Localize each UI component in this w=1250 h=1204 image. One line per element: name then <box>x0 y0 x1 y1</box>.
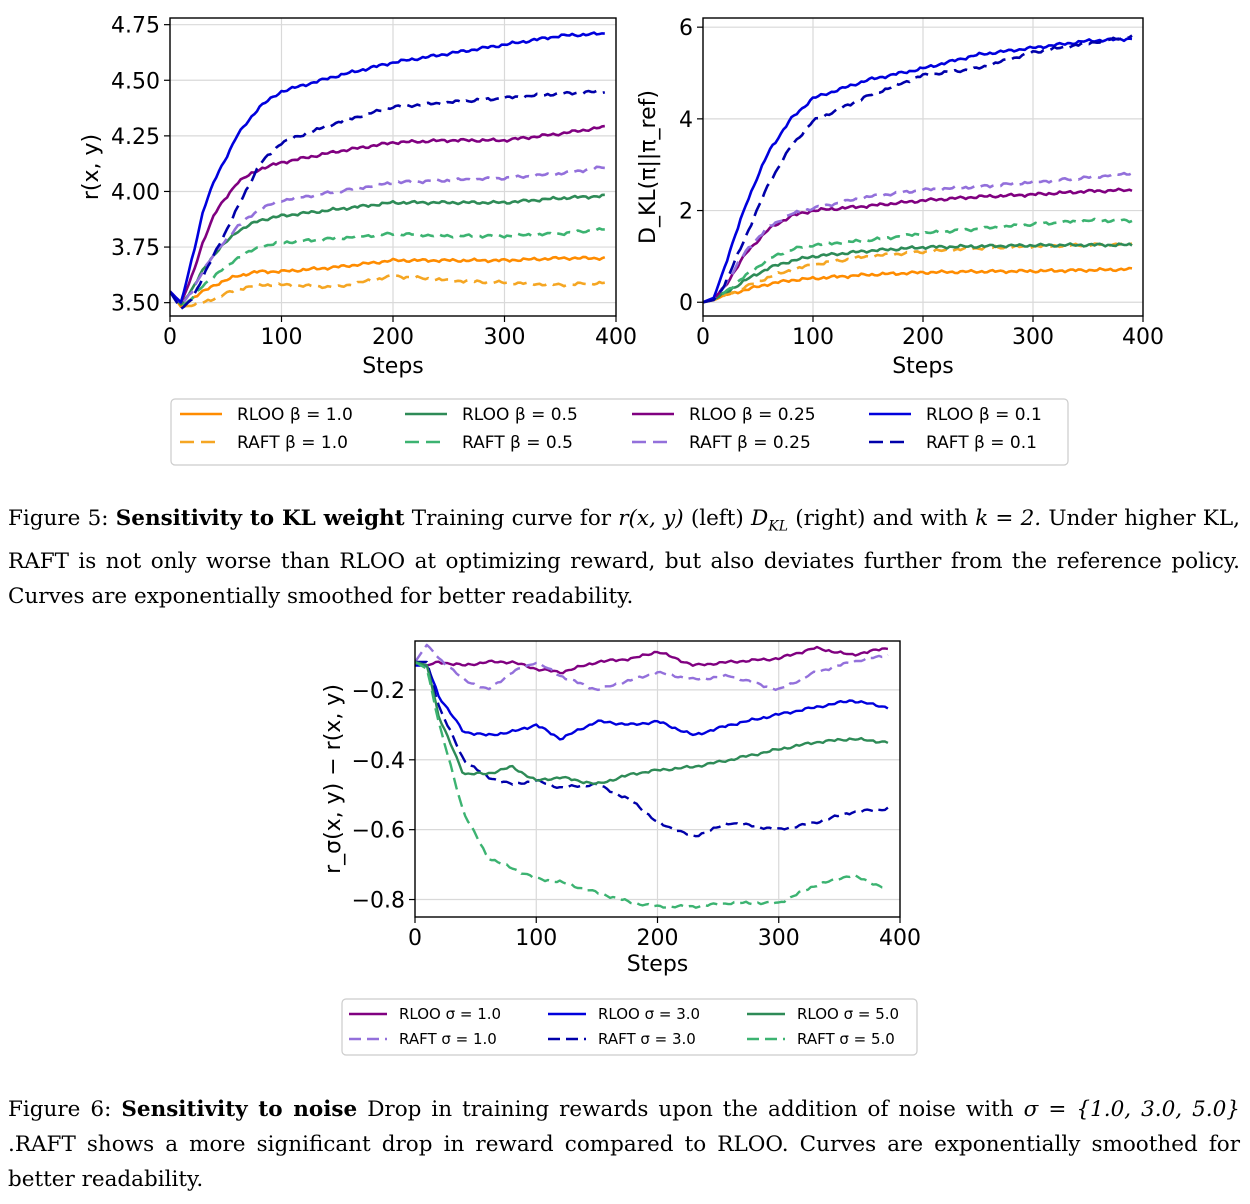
fig6-legend: RLOO σ = 1.0 RAFT σ = 1.0 RLOO σ = 3.0 RAFT… <box>341 998 918 1056</box>
series-line-raft-1.0 <box>703 241 1133 304</box>
y-tick-label: 4.25 <box>111 125 160 150</box>
legend-frame <box>170 398 1069 466</box>
figure5-caption: Figure 5: Sensitivity to KL weight Train… <box>8 501 1240 614</box>
fig5-caption-label: Figure 5: <box>8 506 109 531</box>
fig5-legend: RLOO β = 1.0 RAFT β = 1.0 RLOO β = 0.5 RAFT… <box>170 398 1069 466</box>
y-tick-label: −0.2 <box>352 679 405 704</box>
x-tick-label: 0 <box>408 926 422 951</box>
series-line-raft-1.0 <box>170 274 605 309</box>
fig5-caption-title: Sensitivity to KL weight <box>115 506 405 531</box>
fig5-caption-math-r: r(x, y) <box>618 506 684 531</box>
x-tick-label: 300 <box>484 325 526 350</box>
y-tick-label: 4.50 <box>111 69 160 94</box>
y-tick-label: 3.50 <box>111 292 160 317</box>
series-line-raft-0.1 <box>703 34 1133 304</box>
x-tick-label: 100 <box>515 926 557 951</box>
fig6-caption-text-2: .RAFT shows a more significant drop in r… <box>8 1132 1240 1192</box>
legend-label: RAFT β = 0.25 <box>689 433 811 453</box>
x-tick-label: 0 <box>696 325 710 350</box>
legend-label: RLOO β = 1.0 <box>237 405 353 425</box>
x-tick-label: 100 <box>261 325 303 350</box>
x-tick-label: 100 <box>792 325 834 350</box>
series-line-rloo-0.5 <box>703 242 1133 304</box>
legend-label: RLOO σ = 3.0 <box>598 1005 700 1023</box>
y-tick-label: 0 <box>679 291 693 316</box>
series-line-raft-0.25 <box>703 171 1133 304</box>
x-tick-label: 200 <box>637 926 679 951</box>
series-line-raft-3.0 <box>415 660 889 838</box>
fig6-caption-math-sigma: σ = {1.0, 3.0, 5.0} <box>1023 1097 1240 1122</box>
series-line-rloo-3.0 <box>415 664 889 741</box>
x-axis-label: Steps <box>627 952 689 977</box>
fig5-caption-math-k: k = 2. <box>975 506 1042 531</box>
fig5-caption-text-1: Training curve for <box>411 506 612 531</box>
y-tick-label: −0.8 <box>352 889 405 914</box>
x-tick-label: 200 <box>372 325 414 350</box>
y-axis-label: r_σ(x, y) − r(x, y) <box>321 684 346 874</box>
series-group <box>703 34 1133 304</box>
series-line-rloo-1.0 <box>703 266 1133 304</box>
series-line-raft-5.0 <box>415 660 888 909</box>
x-tick-label: 300 <box>1012 325 1054 350</box>
legend-label: RAFT σ = 5.0 <box>797 1030 895 1048</box>
y-tick-label: 2 <box>679 200 693 225</box>
series-line-rloo-0.5 <box>170 193 605 306</box>
legend-label: RLOO β = 0.1 <box>926 405 1042 425</box>
series-line-raft-0.5 <box>170 227 605 309</box>
x-tick-label: 400 <box>879 926 921 951</box>
series-line-rloo-0.25 <box>170 124 605 304</box>
legend-label: RAFT σ = 3.0 <box>598 1030 696 1048</box>
series-line-rloo-0.25 <box>703 187 1133 304</box>
fig6-caption-title: Sensitivity to noise <box>121 1097 358 1122</box>
x-tick-label: 200 <box>902 325 944 350</box>
legend-label: RLOO β = 0.25 <box>689 405 816 425</box>
y-tick-label: 4 <box>679 108 693 133</box>
legend-label: RAFT β = 0.5 <box>462 433 573 453</box>
series-line-rloo-5.0 <box>415 660 889 786</box>
x-tick-label: 0 <box>163 325 177 350</box>
legend-label: RAFT σ = 1.0 <box>399 1030 497 1048</box>
series-group <box>170 31 606 311</box>
fig6-caption-text-1: Drop in training rewards upon the additi… <box>367 1097 1014 1122</box>
series-line-raft-1.0 <box>415 643 889 692</box>
series-group <box>415 643 889 909</box>
fig5-right-plot: 0 100 200 300 400 0 2 4 6 Steps D_KL(π||π_ref) <box>636 16 1164 379</box>
series-line-rloo-1.0 <box>170 255 606 309</box>
fig6-caption-label: Figure 6: <box>8 1097 112 1122</box>
y-tick-label: −0.6 <box>352 819 405 844</box>
fig5-caption-text-4: Under higher KL, RAFT is not only worse … <box>8 506 1240 610</box>
y-tick-label: 3.75 <box>111 236 160 261</box>
y-tick-label: 4.75 <box>111 14 160 39</box>
series-line-rloo-1.0 <box>415 645 889 675</box>
fig6-plot: 0 100 200 300 400 −0.8 −0.6 −0.4 −0.2 Steps r_σ(x,… <box>321 640 921 977</box>
series-line-raft-0.25 <box>170 165 605 306</box>
fig5-caption-text-2: (left) <box>690 506 744 531</box>
series-line-rloo-0.1 <box>170 31 605 304</box>
fig5-caption-math-dkl: DKL <box>751 506 789 535</box>
legend-label: RAFT β = 0.1 <box>926 433 1037 453</box>
legend-label: RLOO σ = 1.0 <box>399 1005 501 1023</box>
x-tick-label: 300 <box>758 926 800 951</box>
series-line-raft-0.5 <box>703 217 1133 304</box>
x-tick-label: 400 <box>595 325 637 350</box>
fig5-caption-text-3: (right) and with <box>795 506 968 531</box>
y-tick-label: 4.00 <box>111 180 160 205</box>
legend-label: RLOO β = 0.5 <box>462 405 578 425</box>
y-axis-label: r(x, y) <box>79 134 104 200</box>
figure6-caption: Figure 6: Sensitivity to noise Drop in t… <box>8 1092 1240 1197</box>
y-axis-label: D_KL(π||π_ref) <box>636 90 661 244</box>
x-tick-label: 400 <box>1122 325 1164 350</box>
series-line-raft-0.1 <box>170 89 606 311</box>
x-axis-label: Steps <box>362 354 424 379</box>
y-tick-label: 6 <box>679 16 693 41</box>
y-tick-label: −0.4 <box>352 749 405 774</box>
legend-label: RLOO σ = 5.0 <box>797 1005 899 1023</box>
legend-label: RAFT β = 1.0 <box>237 433 348 453</box>
series-line-rloo-0.1 <box>703 37 1133 304</box>
fig5-left-plot: 0 100 200 300 400 3.50 3.75 4.00 4.25 4.50 4.75 Ste… <box>79 14 637 379</box>
x-axis-label: Steps <box>892 354 954 379</box>
